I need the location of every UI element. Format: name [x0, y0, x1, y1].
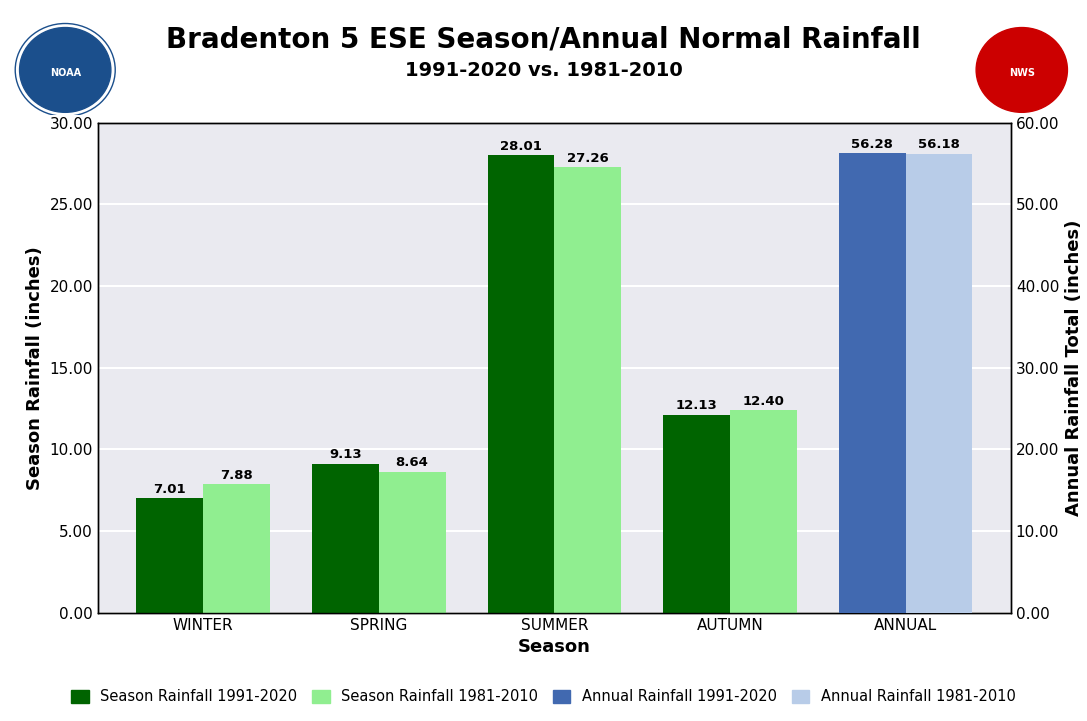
Bar — [488, 155, 554, 613]
Bar — [839, 153, 905, 613]
Text: 9.13: 9.13 — [329, 448, 362, 461]
Text: 12.13: 12.13 — [676, 399, 717, 412]
Text: 56.18: 56.18 — [919, 138, 960, 151]
Bar — [554, 167, 621, 613]
Text: NWS: NWS — [1009, 68, 1035, 78]
Bar — [663, 415, 730, 613]
Text: 7.88: 7.88 — [221, 469, 253, 482]
Bar — [312, 464, 378, 613]
Text: 56.28: 56.28 — [851, 138, 894, 151]
Bar — [730, 410, 797, 613]
Bar — [905, 154, 972, 613]
Text: Bradenton 5 ESE Season/Annual Normal Rainfall: Bradenton 5 ESE Season/Annual Normal Rai… — [166, 25, 921, 53]
Bar — [203, 484, 270, 613]
Text: 7.01: 7.01 — [153, 483, 186, 496]
Legend: Season Rainfall 1991-2020, Season Rainfall 1981-2010, Annual Rainfall 1991-2020,: Season Rainfall 1991-2020, Season Rainfa… — [65, 684, 1022, 710]
Y-axis label: Annual Rainfall Total (inches): Annual Rainfall Total (inches) — [1065, 219, 1083, 516]
Circle shape — [976, 27, 1067, 112]
Text: 8.64: 8.64 — [396, 456, 428, 469]
Y-axis label: Season Rainfall (inches): Season Rainfall (inches) — [26, 246, 43, 490]
X-axis label: Season: Season — [517, 638, 591, 656]
Text: 28.01: 28.01 — [500, 140, 542, 153]
Circle shape — [20, 27, 111, 112]
Text: 27.26: 27.26 — [566, 152, 609, 165]
Bar — [378, 472, 446, 613]
Text: 12.40: 12.40 — [742, 395, 784, 408]
Text: NOAA: NOAA — [50, 68, 80, 78]
Text: 1991-2020 vs. 1981-2010: 1991-2020 vs. 1981-2010 — [404, 61, 683, 80]
Bar — [137, 498, 203, 613]
